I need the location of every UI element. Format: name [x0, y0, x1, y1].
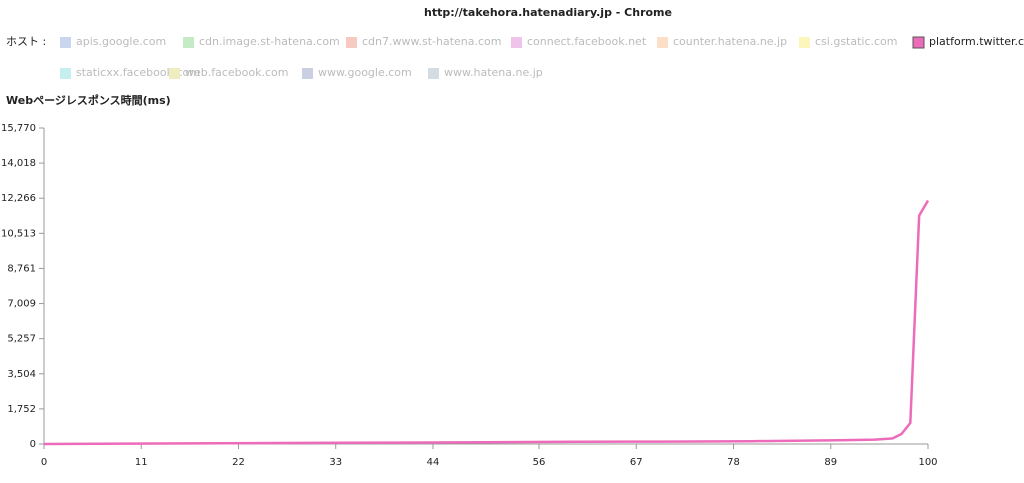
legend-label[interactable]: www.google.com: [318, 66, 412, 79]
y-tick-label: 14,018: [1, 158, 36, 169]
legend-swatch[interactable]: [511, 37, 522, 48]
x-tick-label: 100: [918, 457, 937, 468]
legend-swatch[interactable]: [912, 36, 925, 49]
legend-swatch[interactable]: [169, 68, 180, 79]
x-tick-label: 67: [630, 457, 643, 468]
y-tick-label: 8,761: [7, 263, 36, 274]
x-tick-label: 56: [533, 457, 546, 468]
legend-label[interactable]: csi.gstatic.com: [815, 35, 898, 48]
x-tick-label: 33: [329, 457, 342, 468]
legend-label[interactable]: connect.facebook.net: [527, 35, 647, 48]
legend-label[interactable]: www.hatena.ne.jp: [444, 66, 543, 79]
y-tick-label: 5,257: [7, 334, 36, 345]
x-tick-label: 0: [41, 457, 47, 468]
legend-swatch[interactable]: [60, 37, 71, 48]
legend-swatch[interactable]: [60, 68, 71, 79]
chart-title: http://takehora.hatenadiary.jp - Chrome: [424, 6, 672, 19]
legend-title: ホスト :: [6, 35, 46, 48]
x-tick-label: 44: [427, 457, 440, 468]
legend-swatch[interactable]: [183, 37, 194, 48]
y-tick-label: 7,009: [7, 299, 36, 310]
legend-label[interactable]: counter.hatena.ne.jp: [673, 35, 787, 48]
legend-label[interactable]: cdn7.www.st-hatena.com: [362, 35, 501, 48]
legend-swatch[interactable]: [302, 68, 313, 79]
y-tick-label: 12,266: [1, 193, 36, 204]
y-tick-label: 1,752: [7, 404, 36, 415]
y-axis-label: Webページレスポンス時間(ms): [6, 93, 171, 107]
legend-swatch[interactable]: [657, 37, 668, 48]
y-tick-label: 3,504: [7, 369, 36, 380]
legend-label[interactable]: apis.google.com: [76, 35, 166, 48]
y-tick-label: 10,513: [1, 228, 36, 239]
x-tick-label: 11: [135, 457, 148, 468]
legend-swatch[interactable]: [799, 37, 810, 48]
legend-label[interactable]: platform.twitter.com: [929, 35, 1024, 48]
x-tick-label: 78: [727, 457, 740, 468]
x-tick-label: 22: [232, 457, 245, 468]
legend-swatch[interactable]: [346, 37, 357, 48]
line-series: [43, 199, 930, 446]
y-tick-label: 15,770: [1, 123, 36, 134]
legend-swatch[interactable]: [428, 68, 439, 79]
legend-label[interactable]: staticxx.facebook.com: [76, 66, 200, 79]
y-tick-label: 0: [30, 439, 36, 450]
legend-label[interactable]: cdn.image.st-hatena.com: [199, 35, 340, 48]
legend-label[interactable]: web.facebook.com: [185, 66, 288, 79]
x-tick-label: 89: [824, 457, 837, 468]
